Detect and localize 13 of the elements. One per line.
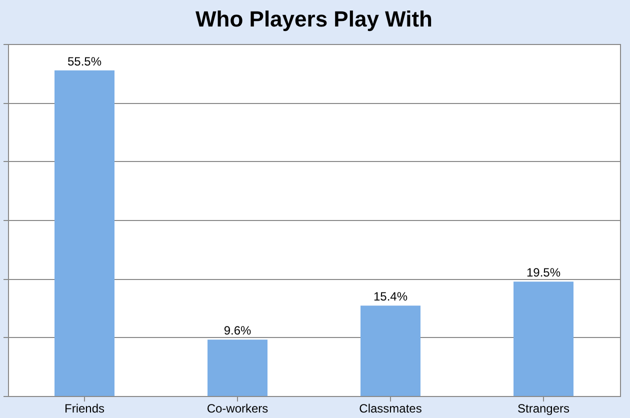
data-label: 19.5% <box>526 266 561 280</box>
bar <box>360 306 420 396</box>
x-tick-label: Friends <box>64 402 105 416</box>
bar <box>208 340 268 396</box>
bar <box>54 70 114 396</box>
data-label: 9.6% <box>224 324 252 338</box>
data-label: 55.5% <box>67 54 102 68</box>
data-label: 15.4% <box>373 290 408 304</box>
chart-title: Who Players Play With <box>196 6 432 32</box>
bar <box>514 282 574 396</box>
x-tick-label: Strangers <box>517 402 570 416</box>
x-tick-label: Co-workers <box>206 402 268 416</box>
x-tick-label: Classmates <box>359 402 422 416</box>
